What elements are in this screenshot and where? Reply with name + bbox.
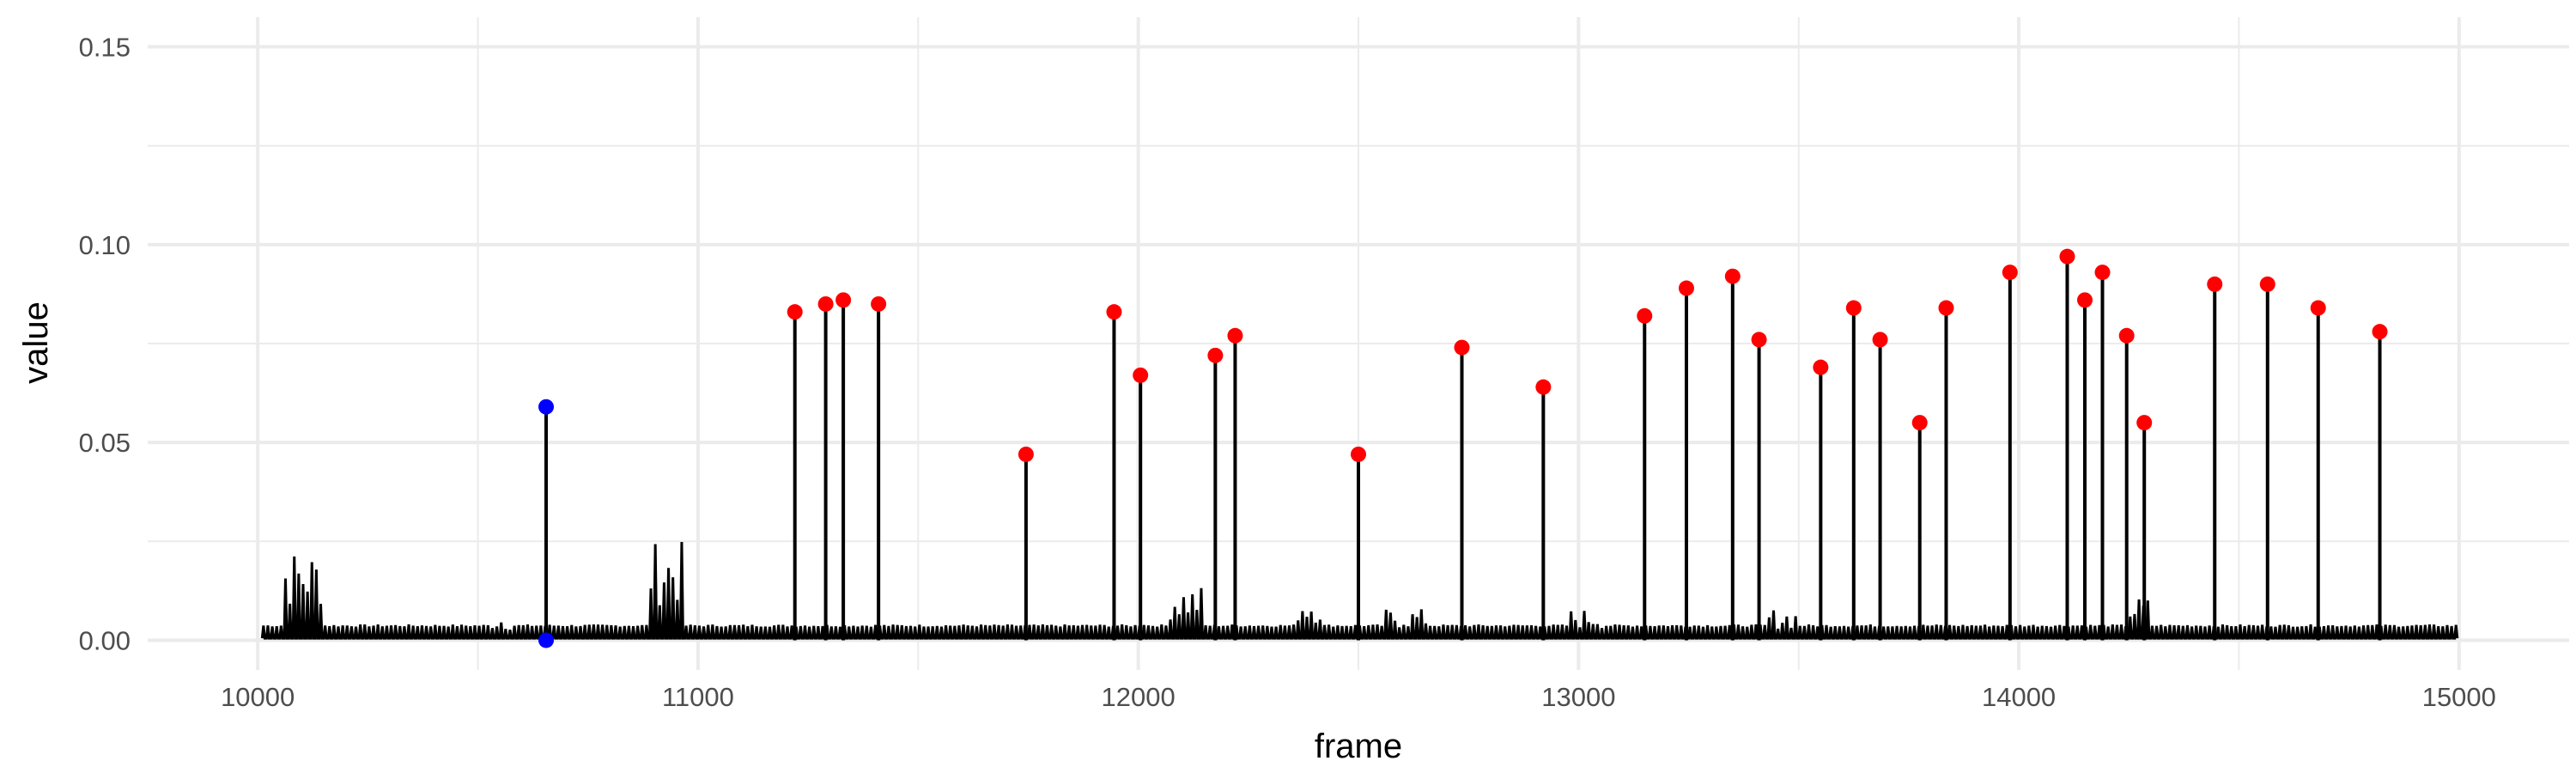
red-point (2002, 265, 2018, 281)
x-axis-ticks: 10000 11000 12000 13000 14000 15000 (221, 682, 2496, 712)
red-point (1813, 359, 1829, 375)
red-point (1911, 415, 1928, 431)
red-point (2077, 292, 2093, 308)
blue-point (538, 399, 555, 415)
red-point (1535, 379, 1552, 395)
red-point (1872, 332, 1888, 348)
y-tick-label: 0.15 (79, 33, 131, 63)
red-point (1751, 332, 1767, 348)
x-tick-label: 11000 (662, 682, 734, 712)
x-tick-label: 12000 (1102, 682, 1176, 712)
x-tick-label: 15000 (2422, 682, 2496, 712)
y-tick-label: 0.00 (79, 625, 131, 655)
red-point (2059, 248, 2075, 265)
y-tick-label: 0.05 (79, 428, 131, 458)
red-point (2094, 265, 2111, 281)
red-point (1133, 367, 1149, 383)
blue-point (538, 632, 555, 648)
line-series (260, 256, 2459, 641)
red-point (787, 304, 803, 320)
red-point (2136, 415, 2153, 431)
red-point (2372, 324, 2388, 340)
x-tick-label: 10000 (221, 682, 295, 712)
y-axis-title: value (17, 301, 55, 384)
red-point (2118, 327, 2135, 344)
red-point (2310, 300, 2326, 316)
red-point (835, 292, 852, 308)
red-point (1207, 347, 1224, 363)
x-axis-title: frame (1315, 727, 1402, 765)
point-series (538, 248, 2388, 648)
red-point (1637, 307, 1653, 324)
red-point (2207, 276, 2223, 292)
red-point (871, 295, 887, 312)
y-axis-ticks: 0.00 0.05 0.10 0.15 (79, 33, 131, 656)
red-point (1938, 300, 1954, 316)
red-point (817, 295, 834, 312)
red-point (1678, 280, 1694, 296)
red-point (1454, 339, 1470, 356)
red-point (1351, 446, 1366, 462)
red-point (1845, 300, 1862, 316)
red-point (1018, 446, 1034, 462)
major-gridlines (148, 17, 2569, 670)
red-point (1724, 268, 1741, 284)
red-point (2259, 276, 2275, 292)
red-point (1227, 327, 1243, 344)
x-tick-label: 13000 (1541, 682, 1615, 712)
y-tick-label: 0.10 (79, 230, 131, 260)
red-point (1106, 304, 1122, 320)
x-tick-label: 14000 (1982, 682, 2056, 712)
